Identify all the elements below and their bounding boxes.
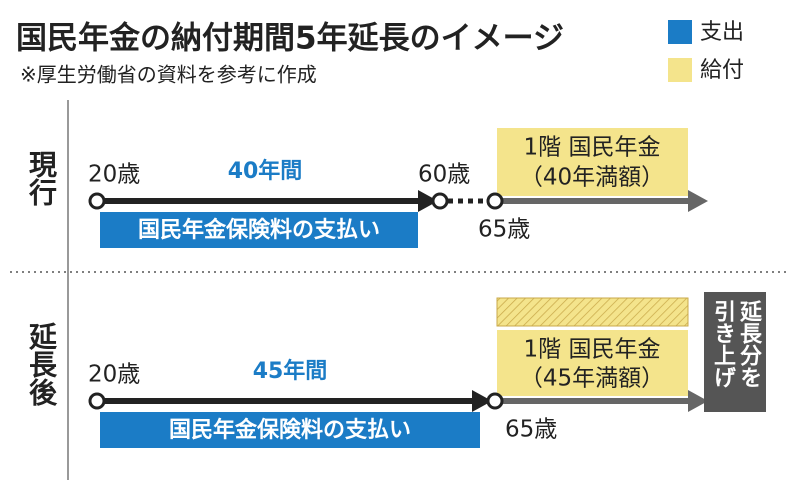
age-label: 65歳	[478, 217, 530, 243]
payment-box	[100, 212, 418, 248]
payment-box	[100, 412, 480, 448]
payment-text: 国民年金保険料の支払い	[169, 417, 411, 443]
age-marker	[486, 392, 504, 410]
section-label: 現行	[25, 150, 58, 206]
increase-box	[496, 297, 689, 327]
legend-swatch	[668, 58, 692, 82]
increase-note-box	[704, 292, 766, 412]
arrow-head	[418, 190, 438, 212]
arrow-head	[688, 390, 708, 412]
period-label: 40年間	[228, 158, 303, 184]
benefit-box	[497, 128, 688, 196]
benefit-text: （40年満額）	[520, 165, 664, 191]
benefit-text: 1階 国民年金	[524, 135, 661, 161]
age-marker	[88, 192, 106, 210]
increase-note: 引き上げ	[710, 300, 736, 388]
section-label: 延長後	[25, 322, 58, 406]
payment-text: 国民年金保険料の支払い	[138, 217, 380, 243]
note: ※厚生労働省の資料を参考に作成	[20, 63, 317, 87]
title: 国民年金の納付期間5年延長のイメージ	[16, 21, 564, 57]
age-marker	[486, 192, 504, 210]
age-label: 65歳	[505, 417, 557, 443]
benefit-box	[497, 330, 688, 396]
legend-label: 支出	[700, 20, 744, 45]
benefit-text: （45年満額）	[520, 366, 664, 392]
increase-note: 延長分を	[736, 300, 763, 388]
age-label: 20歳	[88, 162, 140, 188]
age-label: 20歳	[88, 362, 140, 388]
legend-label: 給付	[700, 58, 744, 83]
period-label: 45年間	[253, 358, 328, 384]
arrow-head	[472, 390, 492, 412]
age-marker	[88, 392, 106, 410]
benefit-text: 1階 国民年金	[524, 337, 661, 363]
arrow-head	[688, 190, 708, 212]
legend-swatch	[668, 20, 692, 44]
age-marker	[431, 192, 449, 210]
age-label: 60歳	[418, 162, 470, 188]
